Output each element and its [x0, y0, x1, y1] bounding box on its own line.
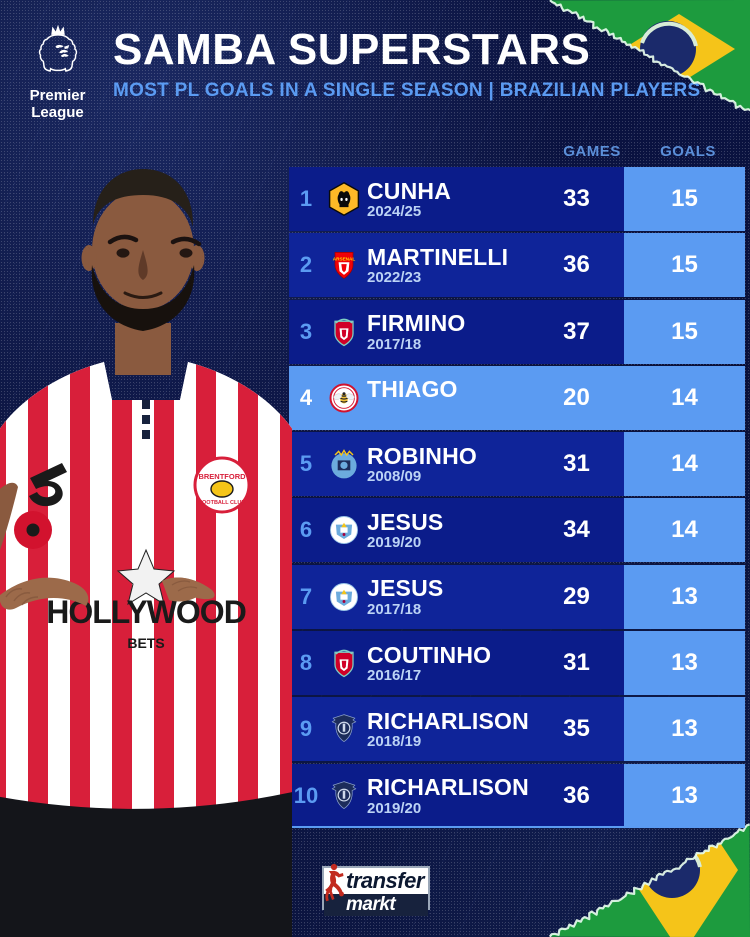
svg-text:ARSENAL: ARSENAL — [333, 257, 356, 262]
svg-text:FOOTBALL CLUB: FOOTBALL CLUB — [199, 500, 246, 506]
svg-text:BETS: BETS — [127, 635, 164, 651]
svg-text:BRENTFORD: BRENTFORD — [198, 472, 246, 481]
